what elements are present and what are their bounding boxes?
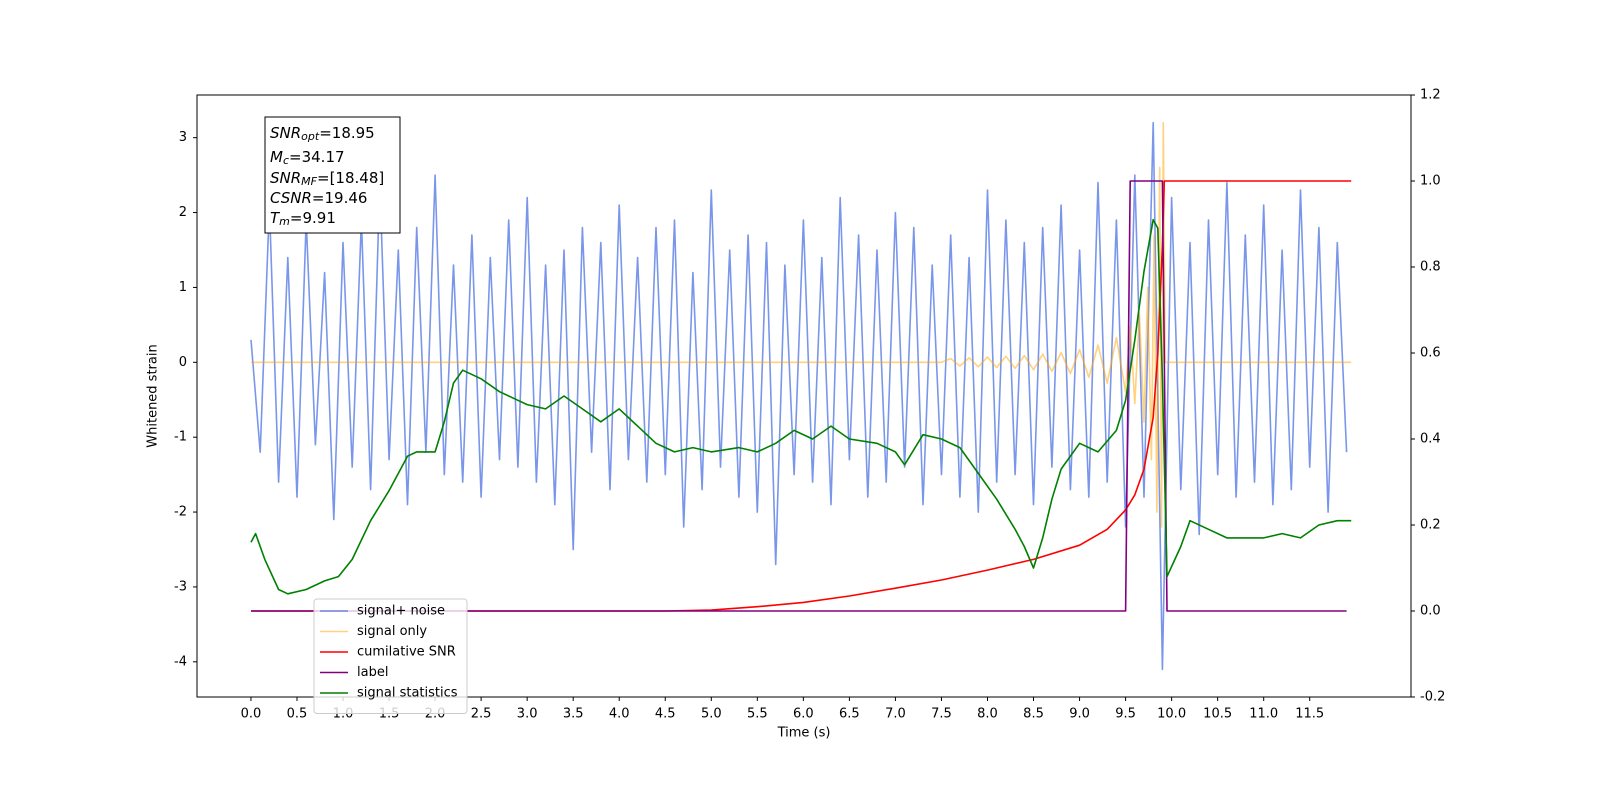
plot-frame [196, 94, 1412, 698]
legend-label: signal+ noise [357, 604, 445, 619]
series-line [250, 218, 1352, 595]
y2-tick-label: 1.2 [1420, 88, 1441, 103]
legend-label: cumilative SNR [357, 645, 456, 660]
x-tick-label: 2.5 [471, 707, 492, 722]
y-tick-label: -2 [174, 505, 187, 520]
annotation-subscript: opt [301, 130, 320, 143]
legend-label: label [357, 665, 388, 680]
y2-tick-label: 0.6 [1420, 346, 1441, 361]
y2-tick-label: 0.0 [1420, 604, 1441, 619]
annotation-symbol: SNR [270, 124, 301, 142]
x-tick-label: 4.5 [655, 707, 676, 722]
x-tick-label: 4.0 [609, 707, 630, 722]
series-line [251, 121, 1352, 528]
y-tick-label: -3 [174, 579, 187, 594]
annotation-symbol: CSNR [270, 189, 312, 207]
x-tick-label: 0.0 [241, 707, 262, 722]
annotation-subscript: c [283, 154, 289, 167]
x-tick-label: 9.5 [1115, 707, 1136, 722]
x-tick-label: 11.5 [1295, 707, 1324, 722]
series-line [251, 180, 1347, 612]
annotation-symbol: SNR [270, 169, 301, 187]
annotation-symbol: M [270, 148, 283, 166]
legend-label: signal statistics [357, 686, 458, 701]
y2-tick-label: -0.2 [1420, 690, 1445, 705]
x-tick-label: 10.0 [1157, 707, 1186, 722]
y-tick-label: 2 [179, 205, 187, 220]
x-tick-label: 3.5 [563, 707, 584, 722]
x-tick-label: 0.5 [287, 707, 308, 722]
x-tick-label: 3.0 [517, 707, 538, 722]
y-tick-label: 1 [179, 280, 187, 295]
series-line [250, 121, 1348, 671]
annotation-value: =[18.48] [317, 169, 384, 187]
x-tick-label: 8.0 [977, 707, 998, 722]
x-tick-label: 7.0 [885, 707, 906, 722]
legend-label: signal only [357, 624, 427, 639]
annotation-symbol: T [270, 209, 281, 227]
annotation: Mc=34.17 [270, 148, 345, 168]
x-tick-label: 9.0 [1069, 707, 1090, 722]
legend-box [313, 598, 468, 714]
annotation-box [264, 116, 401, 234]
x-tick-label: 11.0 [1249, 707, 1278, 722]
x-tick-label: 5.5 [747, 707, 768, 722]
y-axis-label: Whitened strain [146, 344, 161, 447]
x-tick-label: 6.5 [839, 707, 860, 722]
x-tick-label: 8.5 [1023, 707, 1044, 722]
annotation-subscript: m [279, 215, 290, 228]
y2-tick-label: 1.0 [1420, 174, 1441, 189]
y2-tick-label: 0.4 [1420, 432, 1441, 447]
annotation: SNRopt=18.95 [270, 124, 375, 144]
y-tick-label: 3 [179, 130, 187, 145]
y-tick-label: 0 [179, 355, 187, 370]
x-tick-label: 7.5 [931, 707, 952, 722]
annotation-value: =19.46 [312, 189, 368, 207]
x-tick-label: 6.0 [793, 707, 814, 722]
x-tick-label: 10.5 [1203, 707, 1232, 722]
y-tick-label: -1 [174, 430, 187, 445]
annotation: CSNR=19.46 [270, 189, 367, 207]
x-axis-label: Time (s) [777, 726, 831, 741]
y2-tick-label: 0.2 [1420, 518, 1441, 533]
annotation-value: =9.91 [290, 209, 336, 227]
y2-tick-label: 0.8 [1420, 260, 1441, 275]
annotation-value: =18.95 [319, 124, 375, 142]
series-line [251, 180, 1352, 612]
annotation: SNRMF=[18.48] [270, 169, 384, 189]
y-tick-label: -4 [174, 654, 187, 669]
annotation: Tm=9.91 [270, 209, 336, 229]
annotation-value: =34.17 [289, 148, 345, 166]
x-tick-label: 5.0 [701, 707, 722, 722]
annotation-subscript: MF [301, 175, 317, 188]
